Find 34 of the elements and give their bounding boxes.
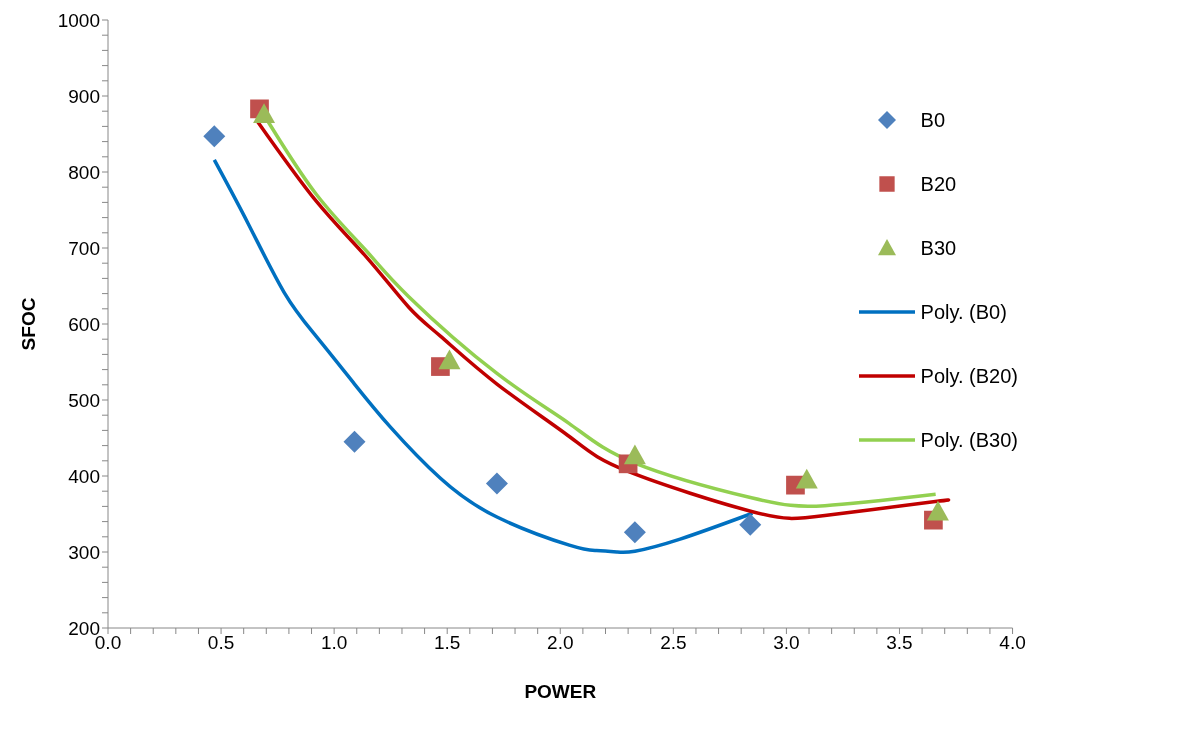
y-tick-label: 1000 <box>57 9 100 31</box>
y-tick-label: 500 <box>68 389 100 411</box>
x-tick-label: 3.5 <box>886 632 913 654</box>
x-tick-label: 4.0 <box>999 632 1026 654</box>
y-tick-label: 900 <box>68 85 100 107</box>
y-tick-label: 300 <box>68 541 100 563</box>
point <box>739 513 762 536</box>
legend-label: B30 <box>920 236 957 260</box>
point <box>926 500 949 521</box>
y-tick-label: 400 <box>68 465 100 487</box>
point <box>343 430 366 453</box>
legend-label: Poly. (B20) <box>920 364 1018 388</box>
point <box>438 349 461 370</box>
point <box>485 472 508 495</box>
x-tick-label: 2.0 <box>547 632 574 654</box>
y-axis-title: SFOC <box>17 297 39 351</box>
point <box>623 521 646 544</box>
x-tick-label: 1.5 <box>433 632 461 654</box>
x-tick-label: 3.0 <box>773 632 800 654</box>
x-axis-title: POWER <box>524 681 597 702</box>
point <box>795 468 818 489</box>
x-tick-label: 1.0 <box>320 632 348 654</box>
legend-label: Poly. (B30) <box>920 428 1018 452</box>
y-tick-label: 800 <box>68 161 100 183</box>
y-tick-label: 600 <box>68 313 100 335</box>
point <box>203 125 226 148</box>
legend-label: B20 <box>920 172 957 196</box>
y-tick-label: 700 <box>68 237 100 259</box>
legend-label: B0 <box>920 108 946 132</box>
x-tick-label: 0.5 <box>207 632 235 654</box>
point <box>623 444 646 465</box>
legend-label: Poly. (B0) <box>920 300 1007 324</box>
point <box>253 103 276 124</box>
x-tick-label: 2.5 <box>660 632 687 654</box>
